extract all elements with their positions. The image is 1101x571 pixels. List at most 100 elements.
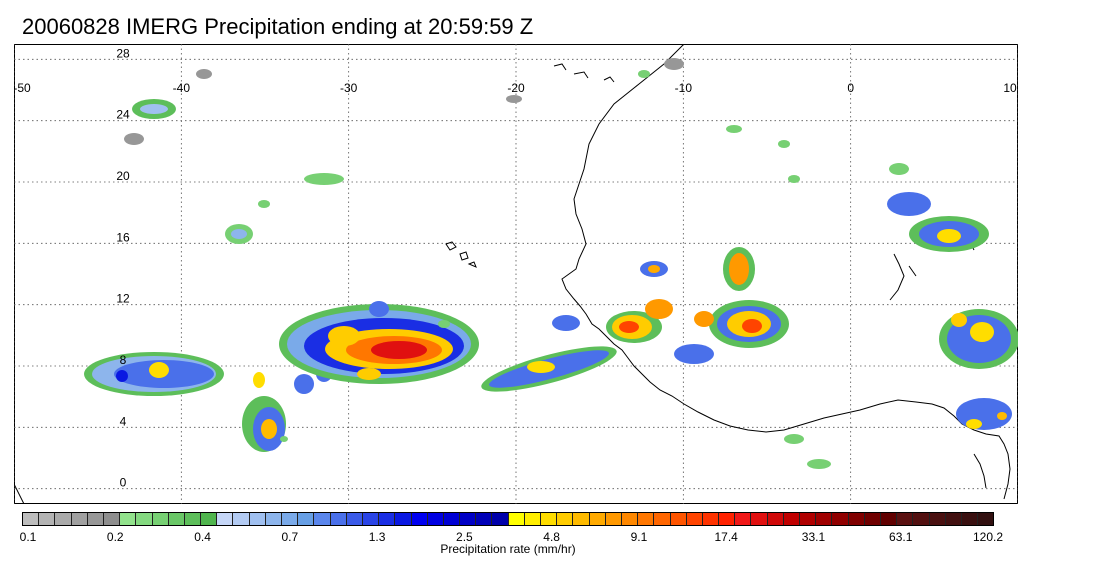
colorbar-swatch — [23, 513, 40, 525]
colorbar-swatch — [152, 513, 169, 525]
colorbar-tick-label: 2.5 — [456, 530, 473, 544]
precip-cell — [304, 173, 344, 185]
precip-cell — [116, 370, 128, 382]
colorbar-swatch — [800, 513, 817, 525]
precip-cell — [258, 200, 270, 208]
lat-tick-label: 20 — [116, 169, 130, 183]
colorbar-tick-label: 120.2 — [972, 530, 1004, 544]
precip-cell — [149, 362, 169, 378]
colorbar-swatch — [427, 513, 444, 525]
colorbar-swatch — [961, 513, 979, 525]
colorbar-swatch — [719, 513, 736, 525]
lat-tick-label: 4 — [120, 414, 127, 428]
colorbar-tick-label: 33.1 — [801, 530, 826, 544]
axis-labels: -50 -40 -30 -20 -10 0 10 28 24 20 16 12 8 4 0 — [14, 46, 1017, 489]
colorbar-swatch — [589, 513, 606, 525]
colorbar-tick-label: 0.1 — [19, 530, 37, 544]
colorbar-tick-label: 9.1 — [630, 530, 648, 544]
precip-cell — [638, 70, 650, 78]
colorbar-swatch — [686, 513, 703, 525]
brazil-coast — [14, 483, 25, 504]
colorbar-swatch — [767, 513, 784, 525]
colorbar-swatch — [298, 513, 315, 525]
precip-cell — [371, 341, 427, 359]
lat-tick-label: 28 — [116, 46, 130, 60]
precipitation-map: -50 -40 -30 -20 -10 0 10 28 24 20 16 12 8 4 0 — [14, 44, 1018, 504]
colorbar-swatch — [929, 513, 946, 525]
colorbar-swatch — [864, 513, 881, 525]
precip-cell — [294, 374, 314, 394]
lon-tick-label: -20 — [507, 81, 525, 95]
lon-tick-label: -40 — [173, 81, 191, 95]
precip-cell — [527, 361, 555, 373]
colorbar-title: Precipitation rate (mm/hr) — [440, 542, 576, 556]
colorbar-swatch — [816, 513, 833, 525]
colorbar-swatch — [103, 513, 121, 525]
precip-cell — [280, 436, 288, 442]
colorbar-swatch — [978, 513, 994, 525]
colorbar-swatch — [249, 513, 266, 525]
precip-cell — [937, 229, 961, 243]
colorbar-swatch — [832, 513, 849, 525]
precip-cell — [997, 412, 1007, 420]
lat-tick-label: 24 — [116, 108, 130, 122]
precip-cell — [788, 175, 800, 183]
island-cape-verde — [445, 241, 477, 268]
colorbar-swatch — [39, 513, 56, 525]
colorbar-swatch — [524, 513, 541, 525]
colorbar-tick-label: 63.1 — [889, 530, 913, 544]
colorbar-swatch — [508, 513, 525, 525]
colorbar-swatch — [395, 513, 412, 525]
precip-cell — [784, 434, 804, 444]
precip-cell — [674, 344, 714, 364]
colorbar-swatch — [541, 513, 558, 525]
colorbar-swatch — [201, 513, 218, 525]
precip-cell — [807, 459, 831, 469]
colorbar-swatch — [443, 513, 461, 525]
colorbar-swatch — [282, 513, 299, 525]
lat-tick-label: 8 — [120, 353, 127, 367]
precip-cell — [140, 104, 168, 114]
colorbar-swatch — [557, 513, 574, 525]
precip-cell — [742, 319, 762, 333]
precip-cell — [970, 322, 994, 342]
precip-cell — [196, 69, 212, 79]
precip-cell — [261, 419, 277, 439]
precip-cell — [438, 320, 450, 328]
colorbar-swatch — [55, 513, 72, 525]
precipitation-colorbar — [22, 512, 994, 526]
map-canvas: -50 -40 -30 -20 -10 0 10 28 24 20 16 12 8 4 0 — [14, 44, 1018, 504]
colorbar-swatch — [670, 513, 687, 525]
colorbar-swatch — [168, 513, 185, 525]
lat-tick-label: 0 — [120, 476, 127, 490]
colorbar-tick-label: 4.8 — [543, 530, 560, 544]
colorbar-tick-label: 1.3 — [368, 530, 386, 544]
colorbar-swatch — [751, 513, 768, 525]
colorbar-swatch — [621, 513, 639, 525]
precipitation-field — [84, 58, 1018, 469]
colorbar-tick-label: 0.4 — [194, 530, 211, 544]
colorbar-tick-label: 0.2 — [106, 530, 124, 544]
precip-cell — [966, 419, 982, 429]
colorbar-swatch — [783, 513, 800, 525]
colorbar-swatch — [71, 513, 88, 525]
precip-cell — [253, 372, 265, 388]
colorbar-swatch — [605, 513, 622, 525]
colorbar-tick-label: 17.4 — [714, 530, 738, 544]
east-coast-fragment — [973, 453, 987, 489]
colorbar-swatch — [638, 513, 655, 525]
precip-cell — [729, 253, 749, 285]
colorbar-swatch — [411, 513, 428, 525]
precip-cell — [645, 299, 673, 319]
colorbar-swatch — [848, 513, 865, 525]
precip-cell — [648, 265, 660, 273]
colorbar-swatch — [379, 513, 396, 525]
colorbar-swatch — [735, 513, 752, 525]
precip-cell — [664, 58, 684, 70]
colorbar-swatch — [492, 513, 509, 525]
precip-cell — [889, 163, 909, 175]
west-africa-coast — [561, 44, 1011, 500]
colorbar-swatch — [87, 513, 104, 525]
colorbar-swatch — [945, 513, 962, 525]
colorbar-swatch — [880, 513, 898, 525]
